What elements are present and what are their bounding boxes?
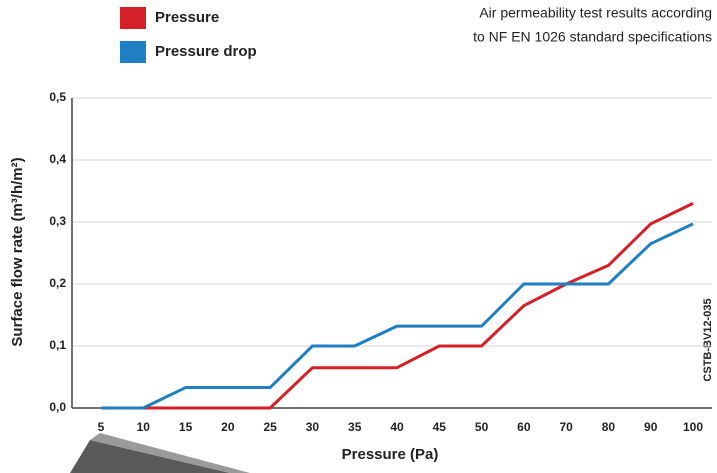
legend-swatch [120, 41, 146, 63]
y-axis-label: Surface flow rate (m³/h/m²) [9, 157, 26, 346]
decoration [90, 433, 250, 473]
legend-swatch [120, 7, 146, 29]
series-line [101, 222, 694, 410]
x-tick-label: 35 [348, 420, 362, 434]
x-axis-label: Pressure (Pa) [342, 446, 439, 463]
y-tick-label: 0,4 [49, 152, 66, 166]
decoration [70, 440, 230, 473]
series-line [101, 202, 694, 410]
y-tick-label: 0,0 [49, 400, 66, 414]
y-tick-label: 0,5 [49, 90, 66, 104]
watermark: CSTB-BV12-035 [702, 298, 714, 381]
x-tick-label: 25 [263, 420, 277, 434]
y-tick-label: 0,3 [49, 214, 66, 228]
x-tick-label: 15 [179, 420, 193, 434]
x-tick-label: 40 [390, 420, 404, 434]
x-tick-label: 100 [683, 420, 703, 434]
x-tick-label: 10 [137, 420, 151, 434]
x-tick-label: 50 [475, 420, 489, 434]
x-tick-label: 70 [559, 420, 573, 434]
x-tick-label: 20 [221, 420, 235, 434]
x-tick-label: 5 [98, 420, 105, 434]
legend-label: Pressure [155, 9, 219, 26]
x-tick-label: 60 [517, 420, 531, 434]
x-tick-label: 80 [602, 420, 616, 434]
x-tick-label: 45 [433, 420, 447, 434]
legend-label: Pressure drop [155, 43, 257, 60]
annotation: to NF EN 1026 standard specifications [473, 29, 712, 45]
annotation: Air permeability test results according [479, 5, 712, 21]
y-tick-label: 0,2 [49, 276, 66, 290]
x-tick-label: 30 [306, 420, 320, 434]
y-tick-label: 0,1 [49, 338, 66, 352]
x-tick-label: 90 [644, 420, 658, 434]
